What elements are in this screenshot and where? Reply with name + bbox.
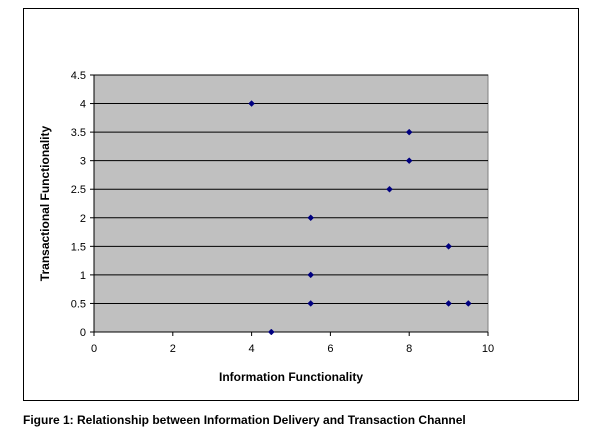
y-axis-title: Transactional Functionality [38,126,52,282]
data-point-9 [464,300,472,307]
y-tick-label-7: 3.5 [71,127,86,139]
y-axis-ticks: 0 0.5 1 1.5 2 2.5 3 3.5 4 4.5 [71,70,94,339]
y-tick-label-8: 4 [80,99,86,111]
y-tick-label-3: 1.5 [71,241,86,253]
x-tick-label-3: 6 [327,343,333,355]
y-tick-label-2: 1 [80,270,86,282]
y-tick-label-6: 3 [80,156,86,168]
data-point-4 [307,214,315,222]
figure-caption: Figure 1: Relationship between Informati… [23,413,466,427]
data-point-5 [445,242,452,250]
x-tick-label-0: 0 [91,343,97,355]
scatter-chart: 0 0.5 1 1.5 2 2.5 3 3.5 4 4.5 0 2 4 6 8 10 Information… [38,70,494,384]
x-axis-title: Information Functionality [219,370,363,384]
y-tick-label-1: 0.5 [71,298,86,310]
x-tick-label-1: 2 [170,343,176,355]
data-point-0 [248,100,255,107]
data-point-8 [445,300,452,307]
data-points [248,100,472,336]
x-tick-label-4: 8 [406,343,412,355]
data-point-6 [307,271,315,279]
data-point-3 [386,185,393,193]
data-point-2 [405,157,413,165]
x-axis-ticks: 0 2 4 6 8 10 [91,332,494,355]
chart-frame: 0 0.5 1 1.5 2 2.5 3 3.5 4 4.5 0 2 4 6 8 10 Information… [23,8,579,401]
x-tick-label-5: 10 [482,343,494,355]
data-point-1 [405,128,413,136]
y-tick-label-0: 0 [80,327,86,339]
plot-area [93,74,489,333]
data-point-7 [307,300,315,307]
gridlines [94,74,488,304]
y-tick-label-4: 2 [80,213,86,225]
y-tick-label-9: 4.5 [71,70,86,82]
y-tick-label-5: 2.5 [71,184,86,196]
data-point-10 [267,328,275,336]
x-tick-label-2: 4 [249,343,255,355]
